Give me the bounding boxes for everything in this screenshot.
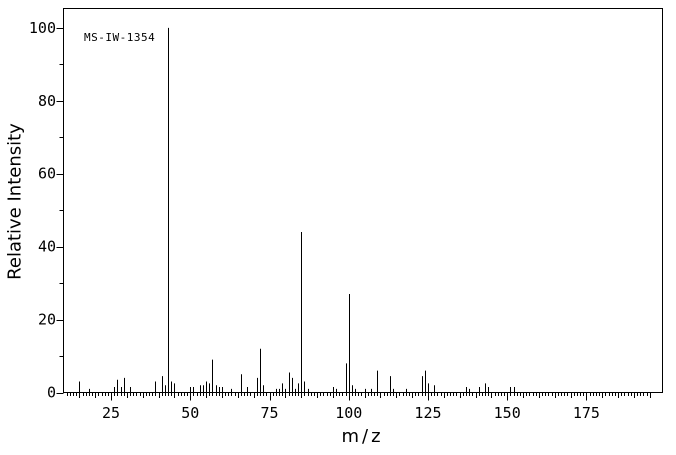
y-tick-label: 40 [38,238,56,256]
x-tick-label: 25 [102,404,120,422]
y-tick-label: 80 [38,92,56,110]
y-tick-label: 20 [38,311,56,329]
x-tick-label: 150 [494,404,521,422]
x-tick-label: 100 [335,404,362,422]
y-tick-label: 100 [29,19,56,37]
y-axis-title: Relative Intensity [4,123,26,280]
y-tick-label: 0 [47,384,56,402]
y-tick-label: 60 [38,165,56,183]
x-tick-label: 75 [260,404,278,422]
x-axis-title: m/z [341,426,384,447]
x-tick-label: 125 [414,404,441,422]
x-tick-label: 50 [181,404,199,422]
plot-border [63,8,663,393]
spectrum-id-annotation: MS-IW-1354 [84,31,156,44]
x-tick-label: 175 [573,404,600,422]
